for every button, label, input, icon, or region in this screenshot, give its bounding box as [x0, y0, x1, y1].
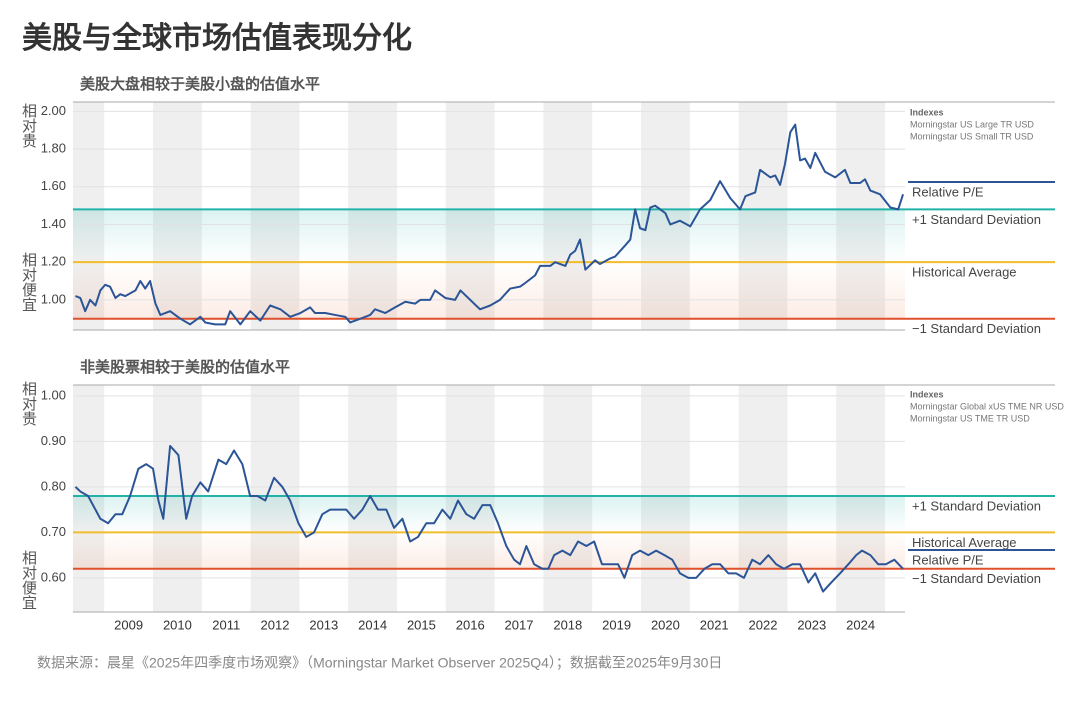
y-label-cheap: 相对便宜 — [20, 550, 37, 610]
indexes-title: Indexes — [910, 107, 944, 117]
rich-zone — [73, 209, 905, 263]
x-tick-label: 2013 — [309, 617, 338, 632]
x-tick-label: 2011 — [212, 617, 240, 632]
index-name: Morningstar US TME TR USD — [910, 413, 1030, 423]
x-tick-label: 2018 — [553, 617, 582, 632]
x-tick-label: 2020 — [651, 617, 680, 632]
y-label-cheap: 相对便宜 — [20, 252, 37, 312]
x-tick-label: 2019 — [602, 617, 631, 632]
chart-subtitle: 非美股票相较于美股的估值水平 — [80, 358, 290, 376]
reference-label: +1 Standard Deviation — [912, 498, 1041, 513]
x-tick-label: 2023 — [797, 617, 826, 632]
y-label-expensive: 相对贵 — [20, 103, 37, 148]
x-tick-label: 2012 — [261, 617, 290, 632]
y-tick-label: 1.40 — [41, 216, 66, 231]
y-tick-label: 0.60 — [41, 569, 66, 584]
indexes-title: Indexes — [910, 389, 944, 399]
x-tick-label: 2010 — [163, 617, 192, 632]
x-tick-label: 2016 — [456, 617, 485, 632]
y-tick-label: 0.70 — [41, 524, 66, 539]
y-label-expensive: 相对贵 — [20, 381, 37, 426]
rich-zone — [73, 495, 905, 533]
y-tick-label: 1.00 — [41, 387, 66, 402]
y-tick-label: 1.20 — [41, 254, 66, 269]
x-tick-label: 2021 — [700, 617, 729, 632]
index-name: Morningstar US Large TR USD — [910, 119, 1034, 129]
reference-label: Historical Average — [912, 265, 1017, 280]
reference-label: −1 Standard Deviation — [912, 571, 1041, 586]
reference-label: −1 Standard Deviation — [912, 321, 1041, 336]
y-tick-label: 1.60 — [41, 178, 66, 193]
reference-label: +1 Standard Deviation — [912, 212, 1041, 227]
series-line — [74, 444, 904, 593]
y-tick-label: 2.00 — [41, 103, 66, 118]
index-name: Morningstar US Small TR USD — [910, 131, 1034, 141]
legend-label: Relative P/E — [912, 184, 984, 199]
x-tick-label: 2017 — [505, 617, 534, 632]
y-tick-label: 0.80 — [41, 478, 66, 493]
x-tick-label: 2009 — [114, 617, 143, 632]
x-tick-label: 2014 — [358, 617, 387, 632]
x-tick-label: 2022 — [749, 617, 778, 632]
page-title: 美股与全球市场估值表现分化 — [22, 21, 412, 55]
cheap-zone — [73, 262, 905, 319]
x-tick-label: 2015 — [407, 617, 436, 632]
y-tick-label: 1.00 — [41, 291, 66, 306]
y-tick-label: 0.90 — [41, 433, 66, 448]
legend-label: Relative P/E — [912, 552, 984, 567]
x-tick-label: 2024 — [846, 617, 875, 632]
series-line — [75, 123, 905, 326]
cheap-zone — [73, 532, 905, 569]
reference-label: Historical Average — [912, 535, 1017, 550]
source-note: 数据来源：晨星《2025年四季度市场观察》（Morningstar Market… — [37, 655, 722, 672]
chart-subtitle: 美股大盘相较于美股小盘的估值水平 — [80, 75, 320, 93]
index-name: Morningstar Global xUS TME NR USD — [910, 401, 1064, 411]
y-tick-label: 1.80 — [41, 141, 66, 156]
